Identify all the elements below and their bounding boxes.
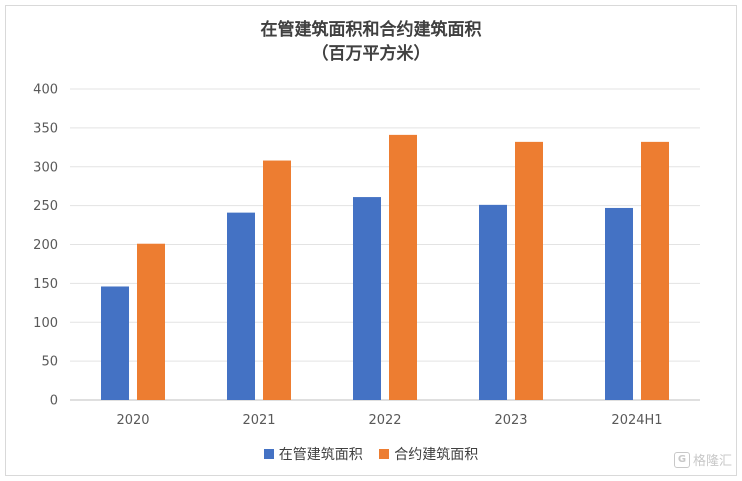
y-tick-label: 100 — [33, 316, 58, 331]
x-tick-label: 2021 — [242, 413, 275, 428]
chart-legend: 在管建筑面积 合约建筑面积 — [0, 444, 742, 464]
legend-label-contracted: 合约建筑面积 — [394, 447, 479, 463]
bar-contracted-area — [515, 141, 543, 400]
y-tick-label: 400 — [33, 83, 58, 98]
bar-contracted-area — [263, 160, 291, 400]
chart-title-main: 在管建筑面积和合约建筑面积 — [260, 20, 482, 40]
watermark: G 格隆汇 — [673, 450, 732, 469]
chart-subtitle: （百万平方米） — [311, 44, 431, 64]
legend-swatch-managed — [263, 449, 274, 459]
watermark-logo-icon: G — [673, 451, 690, 468]
bar-managed-area — [479, 204, 507, 400]
bar-contracted-area — [641, 141, 669, 400]
legend-label-managed: 在管建筑面积 — [278, 447, 363, 463]
bar-managed-area — [101, 286, 129, 400]
y-tick-label: 50 — [41, 355, 58, 370]
chart-title: 在管建筑面积和合约建筑面积 （百万平方米） — [0, 18, 742, 66]
bar-managed-area — [353, 197, 381, 400]
y-tick-label: 350 — [33, 121, 58, 136]
x-tick-label: 2023 — [494, 413, 527, 428]
bar-managed-area — [227, 212, 255, 400]
watermark-text: 格隆汇 — [692, 454, 732, 469]
bar-contracted-area — [389, 134, 417, 400]
x-tick-label: 2024H1 — [611, 413, 662, 428]
y-tick-label: 0 — [50, 394, 58, 409]
legend-item-contracted: 合约建筑面积 — [379, 444, 478, 464]
y-tick-label: 150 — [33, 277, 58, 292]
bar-contracted-area — [137, 243, 165, 400]
x-tick-label: 2022 — [368, 413, 401, 428]
y-tick-label: 300 — [33, 160, 58, 175]
legend-item-managed: 在管建筑面积 — [263, 444, 363, 464]
legend-swatch-contracted — [379, 449, 390, 459]
y-tick-label: 200 — [33, 238, 58, 253]
bar-managed-area — [605, 207, 633, 400]
y-tick-label: 250 — [33, 199, 58, 214]
x-tick-label: 2020 — [116, 413, 149, 428]
